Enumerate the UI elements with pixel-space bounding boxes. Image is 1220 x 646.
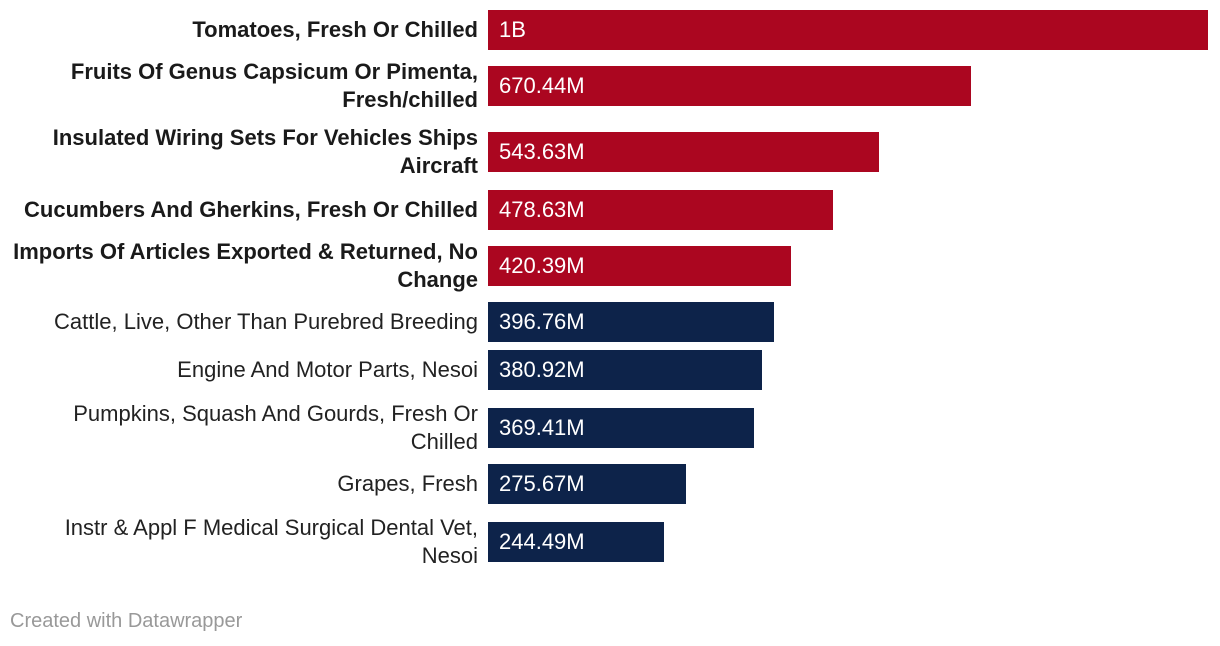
bar xyxy=(488,522,664,562)
bar xyxy=(488,302,774,342)
bar-value-label: 244.49M xyxy=(499,529,585,554)
bar xyxy=(488,66,971,106)
category-label: Cucumbers And Gherkins, Fresh Or Chilled xyxy=(24,197,478,222)
category-label: Imports Of Articles Exported & Returned,… xyxy=(13,239,478,292)
bar xyxy=(488,464,686,504)
bar-value-label: 396.76M xyxy=(499,309,585,334)
category-label: Fruits Of Genus Capsicum Or Pimenta, Fre… xyxy=(70,59,478,112)
bar xyxy=(488,190,833,230)
category-label: Grapes, Fresh xyxy=(337,471,478,496)
bar-value-label: 543.63M xyxy=(499,139,585,164)
bar-value-label: 275.67M xyxy=(499,471,585,496)
category-label: Tomatoes, Fresh Or Chilled xyxy=(192,17,478,42)
bar-value-label: 478.63M xyxy=(499,197,585,222)
bar xyxy=(488,10,1208,50)
category-label: Pumpkins, Squash And Gourds, Fresh Or Ch… xyxy=(73,401,478,454)
category-label: Instr & Appl F Medical Surgical Dental V… xyxy=(64,515,478,568)
bar-value-label: 380.92M xyxy=(499,357,585,382)
bar-chart: Tomatoes, Fresh Or Chilled 1B Fruits Of Ge… xyxy=(13,10,1208,568)
category-label: Insulated Wiring Sets For Vehicles Ships… xyxy=(52,125,478,178)
bar xyxy=(488,132,879,172)
bar-value-label: 369.41M xyxy=(499,415,585,440)
bar-value-label: 1B xyxy=(499,17,526,42)
datawrapper-credit: Created with Datawrapper xyxy=(10,610,243,632)
bar xyxy=(488,408,754,448)
bar-value-label: 670.44M xyxy=(499,73,585,98)
bar xyxy=(488,350,762,390)
bar-value-label: 420.39M xyxy=(499,253,585,278)
bar xyxy=(488,246,791,286)
category-label: Engine And Motor Parts, Nesoi xyxy=(177,357,478,382)
category-label: Cattle, Live, Other Than Purebred Breedi… xyxy=(54,309,478,334)
